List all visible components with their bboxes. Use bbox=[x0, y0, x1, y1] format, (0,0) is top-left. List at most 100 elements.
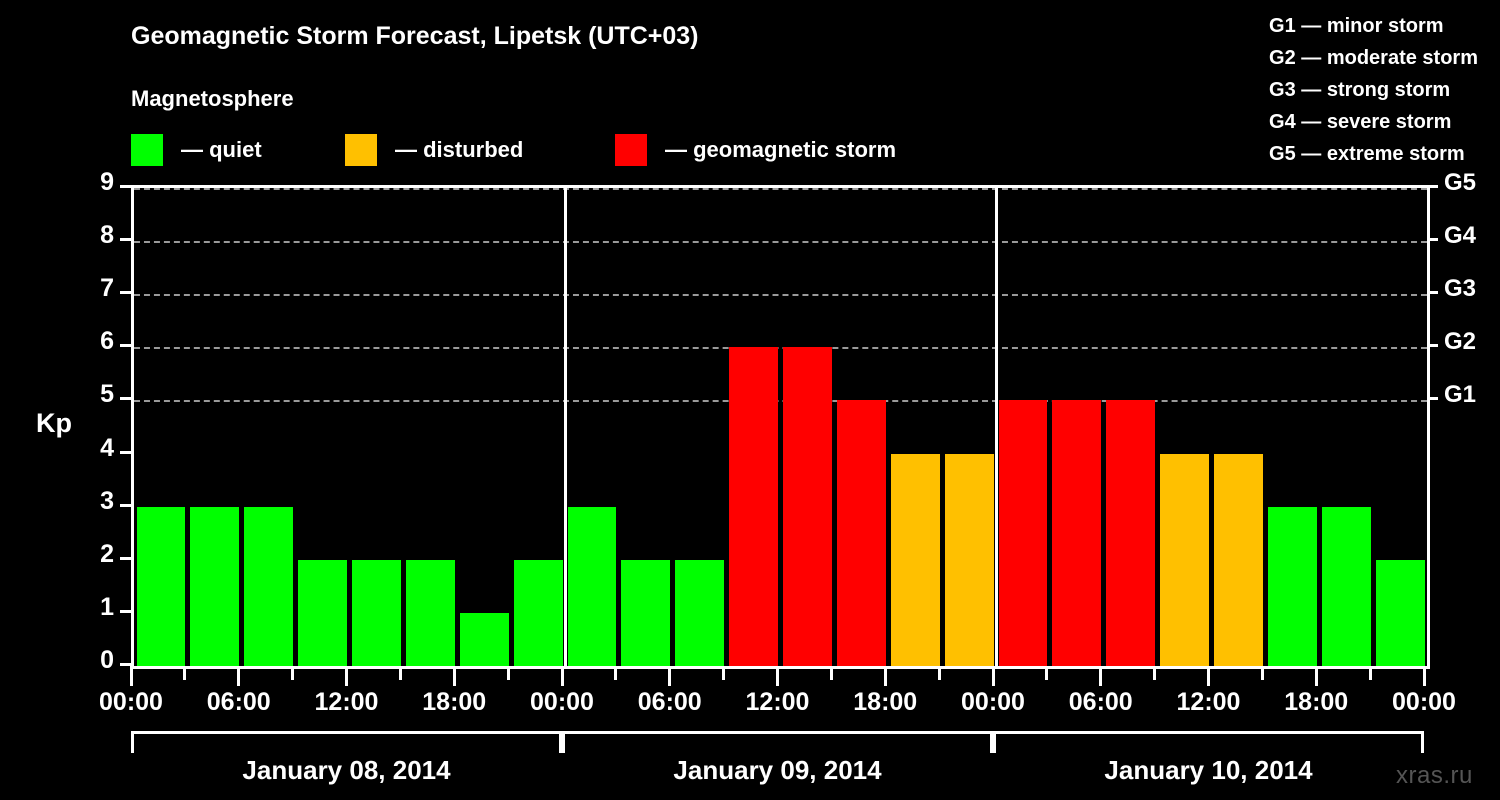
bar[interactable] bbox=[998, 400, 1048, 666]
x-tick-minor bbox=[398, 666, 402, 680]
day-separator bbox=[994, 188, 998, 666]
bar[interactable] bbox=[459, 612, 509, 666]
y-tick-kp-8 bbox=[120, 238, 131, 242]
day-bracket bbox=[562, 731, 993, 753]
y-axis-label-kp-6: 6 bbox=[100, 327, 114, 356]
storm-color-swatch bbox=[615, 134, 647, 166]
x-tick-major bbox=[883, 666, 887, 686]
x-tick-major bbox=[237, 666, 241, 686]
bar[interactable] bbox=[136, 506, 186, 666]
x-tick-minor bbox=[183, 666, 187, 680]
bar[interactable] bbox=[1375, 559, 1425, 666]
x-tick-major bbox=[1314, 666, 1318, 686]
x-tick-minor bbox=[291, 666, 295, 680]
y-tick-kp-7 bbox=[120, 291, 131, 295]
bar[interactable] bbox=[944, 453, 994, 666]
bar[interactable] bbox=[513, 559, 563, 666]
y-tick-right-G3 bbox=[1427, 291, 1438, 295]
y-axis-label-kp-4: 4 bbox=[100, 433, 114, 462]
x-axis-label: 00:00 bbox=[99, 688, 163, 716]
gridline-kp-9 bbox=[134, 188, 1427, 190]
x-tick-major bbox=[668, 666, 672, 686]
legend-item-disturbed: — disturbed bbox=[345, 133, 523, 167]
bar[interactable] bbox=[621, 559, 671, 666]
disturbed-color-swatch bbox=[345, 134, 377, 166]
day-bracket bbox=[993, 731, 1424, 753]
y-tick-kp-1 bbox=[120, 609, 131, 613]
x-tick-minor bbox=[506, 666, 510, 680]
x-tick-minor bbox=[937, 666, 941, 680]
y-axis-label-kp-9: 9 bbox=[100, 168, 114, 196]
watermark: xras.ru bbox=[1396, 762, 1473, 789]
y-tick-kp-9 bbox=[120, 185, 131, 188]
x-axis-label: 06:00 bbox=[637, 688, 702, 716]
x-tick-major bbox=[345, 666, 348, 686]
gridline-kp-6 bbox=[134, 347, 1427, 350]
x-tick-major bbox=[1207, 666, 1210, 686]
x-axis-label: 06:00 bbox=[1068, 688, 1133, 716]
y-axis-label-G1: G1 bbox=[1444, 381, 1477, 409]
y-axis-label-kp-7: 7 bbox=[100, 274, 114, 303]
legend-item-geomagnetic-storm: — geomagnetic storm bbox=[615, 133, 896, 167]
x-tick-minor bbox=[1153, 666, 1157, 680]
y-axis-label-G5: G5 bbox=[1444, 169, 1477, 196]
y-axis-label-kp-5: 5 bbox=[100, 380, 114, 409]
x-tick-major bbox=[129, 666, 133, 686]
x-tick-minor bbox=[1045, 666, 1049, 680]
bar[interactable] bbox=[836, 400, 886, 666]
bar[interactable] bbox=[783, 347, 832, 666]
y-axis-label-kp-2: 2 bbox=[100, 539, 114, 568]
x-tick-minor bbox=[1260, 666, 1264, 680]
legend-label-geomagnetic-storm: — geomagnetic storm bbox=[665, 137, 897, 162]
bar[interactable] bbox=[298, 559, 347, 666]
y-tick-kp-3 bbox=[120, 503, 131, 507]
x-axis-label: 00:00 bbox=[961, 688, 1025, 716]
x-tick-major bbox=[1422, 666, 1426, 686]
y-axis-label-kp-0: 0 bbox=[100, 646, 114, 674]
bar[interactable] bbox=[1160, 453, 1209, 666]
gridline-kp-7 bbox=[134, 294, 1427, 297]
y-axis-label-kp-8: 8 bbox=[100, 221, 114, 250]
x-axis-label: 12:00 bbox=[745, 688, 810, 716]
bar[interactable] bbox=[1214, 453, 1263, 666]
x-axis-label: 12:00 bbox=[1176, 688, 1241, 716]
bar[interactable] bbox=[190, 506, 240, 666]
bar[interactable] bbox=[1052, 400, 1102, 666]
bar[interactable] bbox=[1267, 506, 1317, 666]
g-scale-legend: G1 — minor storm G2 — moderate storm G3 … bbox=[1269, 10, 1478, 170]
y-axis-label-kp-1: 1 bbox=[100, 592, 114, 621]
plot-area bbox=[131, 185, 1430, 669]
day-label: January 09, 2014 bbox=[673, 755, 882, 785]
legend-label-disturbed: — disturbed bbox=[395, 137, 524, 162]
x-tick-major bbox=[452, 666, 456, 686]
y-axis-label-G3: G3 bbox=[1444, 275, 1477, 303]
bar[interactable] bbox=[567, 506, 617, 666]
y-tick-kp-0 bbox=[120, 663, 131, 666]
y-axis-label-G2: G2 bbox=[1444, 328, 1477, 356]
g-scale-line-g5: G5 — extreme storm bbox=[1269, 143, 1465, 165]
bar[interactable] bbox=[729, 347, 778, 666]
bar[interactable] bbox=[352, 559, 401, 666]
bar[interactable] bbox=[890, 453, 940, 666]
x-tick-major bbox=[560, 666, 564, 686]
y-axis-label-G4: G4 bbox=[1444, 222, 1477, 250]
x-tick-minor bbox=[1368, 666, 1372, 680]
day-bracket bbox=[131, 731, 562, 753]
y-tick-kp-4 bbox=[120, 450, 131, 454]
x-tick-minor bbox=[829, 666, 833, 680]
bar[interactable] bbox=[244, 506, 294, 666]
bar-series bbox=[134, 188, 1427, 666]
bar[interactable] bbox=[675, 559, 725, 666]
x-tick-minor bbox=[722, 666, 726, 680]
g-scale-line-g4: G4 — severe storm bbox=[1269, 111, 1452, 133]
day-label: January 10, 2014 bbox=[1104, 755, 1313, 785]
y-tick-kp-2 bbox=[120, 556, 131, 560]
y-tick-kp-5 bbox=[120, 397, 131, 401]
y-tick-right-G1 bbox=[1427, 397, 1438, 401]
gridline-kp-8 bbox=[134, 241, 1427, 244]
bar[interactable] bbox=[405, 559, 455, 666]
x-axis-label: 18:00 bbox=[422, 688, 487, 716]
bar[interactable] bbox=[1106, 400, 1156, 666]
bar[interactable] bbox=[1321, 506, 1371, 666]
